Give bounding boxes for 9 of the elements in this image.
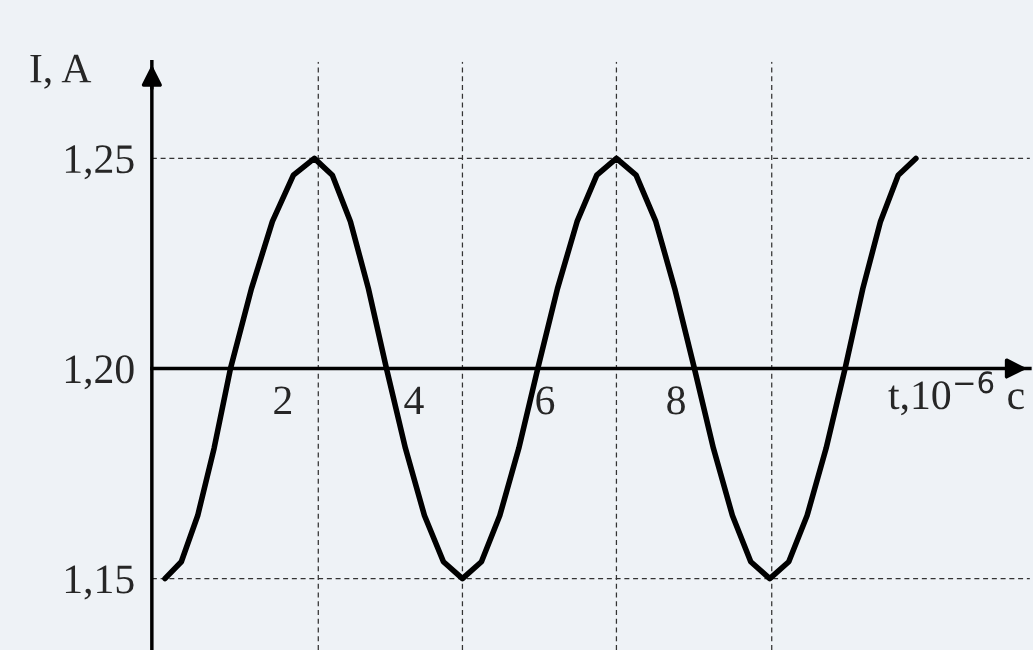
x-tick-label: 8 xyxy=(667,386,685,415)
y-tick-label: 1,20 xyxy=(65,355,134,390)
x-tick-label: 6 xyxy=(536,386,555,415)
y-tick-label: 1,15 xyxy=(65,565,134,600)
x-tick-label: 4 xyxy=(404,386,424,415)
x-tick-label: 2 xyxy=(274,386,292,415)
y-tick-label: 1,25 xyxy=(65,145,134,180)
x-axis-title: t,10$^{−6}$ c xyxy=(888,371,1024,416)
y-axis-title: I, A xyxy=(30,54,92,89)
